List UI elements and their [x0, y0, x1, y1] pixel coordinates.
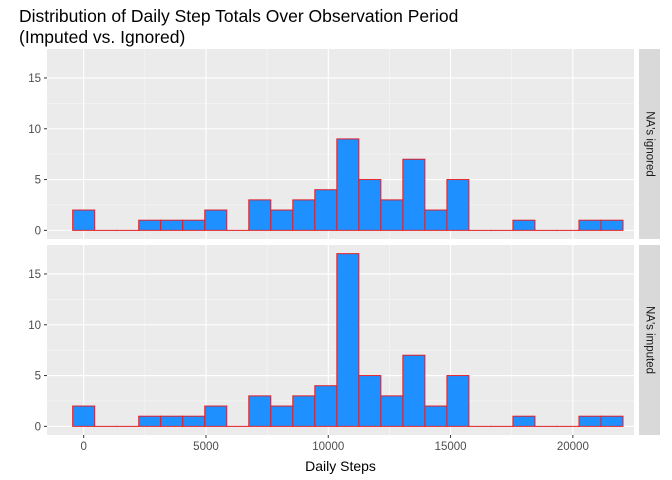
facet-strip-label: NA's ignored [644, 111, 656, 176]
histogram-bar [380, 199, 404, 231]
histogram-bar [578, 415, 602, 427]
histogram-bar [424, 209, 448, 231]
x-tick-label: 5000 [193, 441, 219, 453]
y-tick-label: 10 [28, 320, 41, 332]
y-tick-label: 0 [35, 421, 41, 433]
facet-strip [639, 49, 660, 239]
histogram-bar [380, 395, 404, 427]
histogram-bar [138, 415, 162, 427]
histogram-bar [72, 209, 96, 231]
y-tick-label: 10 [28, 124, 41, 136]
histogram-bar [314, 385, 338, 427]
chart-title-line-1: Distribution of Daily Step Totals Over O… [19, 6, 459, 26]
y-tick-label: 5 [35, 371, 41, 383]
y-tick-label: 0 [35, 225, 41, 237]
histogram-bar [314, 189, 338, 231]
y-tick-label: 5 [35, 175, 41, 187]
histogram-bar [512, 219, 536, 231]
histogram-bar [336, 253, 360, 427]
facet-strip-label: NA's imputed [644, 306, 656, 374]
x-tick-label: 0 [80, 441, 86, 453]
histogram-bar [72, 405, 96, 427]
histogram-bar [358, 179, 382, 231]
histogram-bar [270, 405, 294, 427]
chart-title-line-2: (Imputed vs. Ignored) [19, 27, 186, 47]
facet-panel: 0 5 10 15 NA's imputed [28, 245, 660, 435]
histogram-bar [578, 219, 602, 231]
histogram-bar [204, 209, 228, 231]
histogram-bar [402, 354, 426, 427]
histogram-bar [248, 395, 272, 427]
histogram-bar [424, 405, 448, 427]
histogram-bar [600, 219, 624, 231]
y-tick-label: 15 [28, 73, 41, 85]
y-tick-label: 15 [28, 269, 41, 281]
chart-title: Distribution of Daily Step Totals Over O… [19, 6, 458, 48]
x-tick-label: 15000 [435, 441, 467, 453]
histogram-bar [182, 415, 206, 427]
histogram-bar [292, 199, 316, 231]
histogram-bar [182, 219, 206, 231]
histogram-bar [160, 219, 184, 231]
histogram-bar [336, 138, 360, 231]
histogram-bar [358, 375, 382, 427]
histogram-bar [512, 415, 536, 427]
x-tick-label: 10000 [312, 441, 344, 453]
histogram-bar [446, 179, 470, 231]
histogram-bar [138, 219, 162, 231]
histogram-bar [402, 158, 426, 231]
histogram-bar [600, 415, 624, 427]
histogram-bar [248, 199, 272, 231]
facet-strip [639, 245, 660, 435]
histogram-bar [446, 375, 470, 427]
histogram-bar [270, 209, 294, 231]
x-tick-label: 20000 [557, 441, 589, 453]
histogram-bar [204, 405, 228, 427]
x-axis-title: Daily Steps [305, 458, 376, 474]
histogram-bar [160, 415, 184, 427]
facet-panel: 0 5 10 15 NA's ignored [28, 49, 660, 239]
histogram-bar [292, 395, 316, 427]
